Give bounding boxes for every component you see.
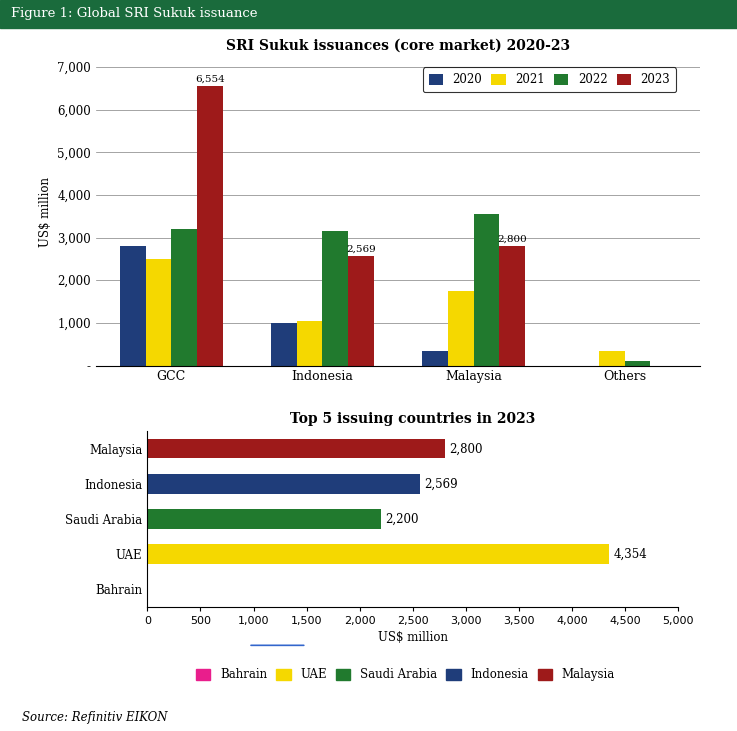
Text: 4,354: 4,354 [614,548,648,561]
Text: 2,569: 2,569 [425,477,458,491]
Bar [499,246,525,366]
Legend: Bahrain, UAE, Saudi Arabia, Indonesia, Malaysia: Bahrain, UAE, Saudi Arabia, Indonesia, M… [193,664,618,685]
Bar [147,510,381,529]
Text: 2,800: 2,800 [449,442,482,455]
Bar [171,229,197,366]
Text: 2,569: 2,569 [346,244,376,254]
Bar [120,246,146,366]
Legend: 2020, 2021, 2022, 2023: 2020, 2021, 2022, 2023 [423,67,676,92]
Text: 2,200: 2,200 [385,512,419,526]
Bar [322,231,348,366]
Bar [271,323,297,366]
Bar [599,351,624,366]
Text: 2,800: 2,800 [497,235,527,243]
X-axis label: US$ million: US$ million [378,632,447,644]
Title: SRI Sukuk issuances (core market) 2020-23: SRI Sukuk issuances (core market) 2020-2… [226,39,570,53]
Bar [297,321,322,366]
Bar [448,291,473,366]
Bar [146,259,171,366]
Title: Top 5 issuing countries in 2023: Top 5 issuing countries in 2023 [290,412,535,426]
Text: 6,554: 6,554 [195,75,225,83]
Y-axis label: US$ million: US$ million [38,177,52,247]
Bar [422,351,448,366]
Bar [197,86,223,366]
Bar [147,439,444,458]
Bar [348,256,374,366]
Text: Source: Refinitiv EIKON: Source: Refinitiv EIKON [22,711,167,724]
Bar [147,545,609,564]
Text: Figure 1: Global SRI Sukuk issuance: Figure 1: Global SRI Sukuk issuance [11,7,257,20]
Bar [624,361,650,366]
Bar [473,214,499,366]
Bar [147,474,420,493]
